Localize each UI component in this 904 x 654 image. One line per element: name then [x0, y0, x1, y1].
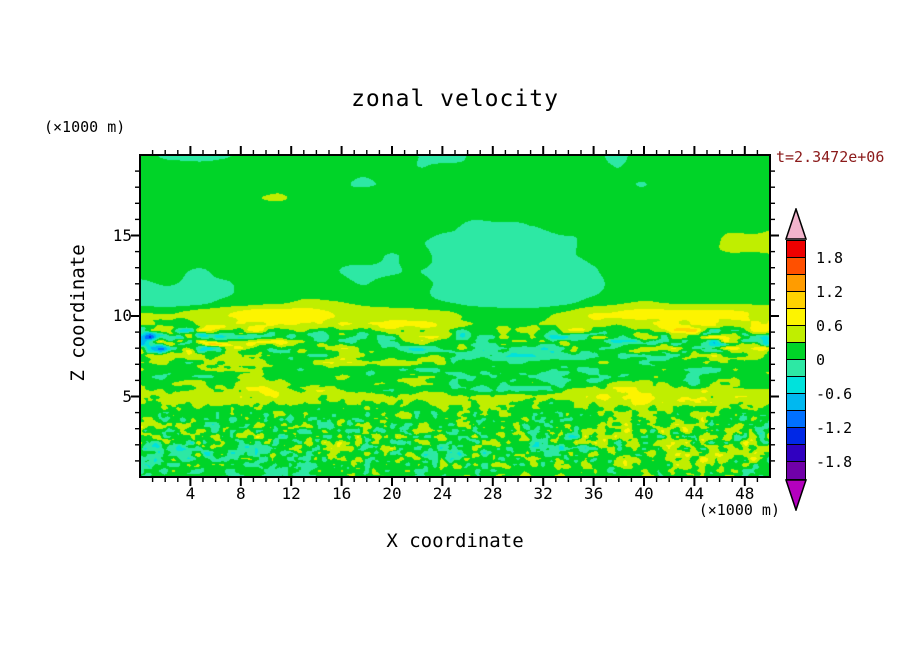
x-tick-label: 16 [331, 484, 352, 503]
colorbar-body [786, 240, 806, 480]
z-tick-label: 15 [112, 225, 132, 245]
colorbar-tick-label: 1.8 [816, 249, 844, 267]
contour-field-canvas [140, 155, 770, 477]
z-tick-label: 5 [122, 386, 132, 406]
colorbar-segment [787, 309, 805, 326]
colorbar-segment [787, 360, 805, 377]
colorbar-segment [787, 275, 805, 292]
colorbar-segment [787, 343, 805, 360]
time-annotation: t=2.3472e+06 [776, 148, 885, 166]
x-tick-label: 40 [634, 484, 654, 503]
x-tick-label: 12 [281, 484, 301, 503]
colorbar-segment [787, 326, 805, 343]
colorbar-segment [787, 428, 805, 445]
x-axis-label: X coordinate [386, 530, 524, 552]
colorbar-segment [787, 377, 805, 394]
colorbar-segment [787, 394, 805, 411]
colorbar-tick-label: 0.6 [816, 317, 844, 335]
x-tick-label: 44 [684, 484, 705, 503]
colorbar-tick-label: -0.6 [816, 385, 853, 403]
colorbar-tick-label: -1.2 [816, 419, 853, 437]
x-tick-label: 28 [483, 484, 503, 503]
colorbar-up-arrow [785, 208, 807, 240]
colorbar-tick-label: 0 [816, 351, 826, 369]
colorbar-segment [787, 411, 805, 428]
colorbar-tick-label: -1.8 [816, 453, 853, 471]
colorbar-segment [787, 241, 805, 258]
x-tick-label: 8 [235, 484, 246, 503]
z-axis-unit-label: (×1000 m) [44, 118, 126, 136]
x-tick-label: 4 [185, 484, 196, 503]
chart-title: zonal velocity [351, 86, 559, 112]
x-tick-label: 32 [533, 484, 553, 503]
x-tick-label: 36 [583, 484, 604, 503]
z-tick-label: 10 [112, 306, 132, 325]
colorbar-segment [787, 258, 805, 275]
z-axis-label: Z coordinate [67, 244, 89, 382]
colorbar-tick-label: 1.2 [816, 283, 844, 301]
x-tick-label: 24 [432, 484, 453, 503]
colorbar-segment [787, 445, 805, 462]
colorbar-segment [787, 292, 805, 309]
colorbar-segment [787, 462, 805, 479]
x-tick-label: 20 [382, 484, 402, 503]
x-axis-unit-label: (×1000 m) [698, 501, 780, 519]
x-tick-label: 48 [735, 484, 755, 503]
colorbar-down-arrow [785, 479, 807, 511]
